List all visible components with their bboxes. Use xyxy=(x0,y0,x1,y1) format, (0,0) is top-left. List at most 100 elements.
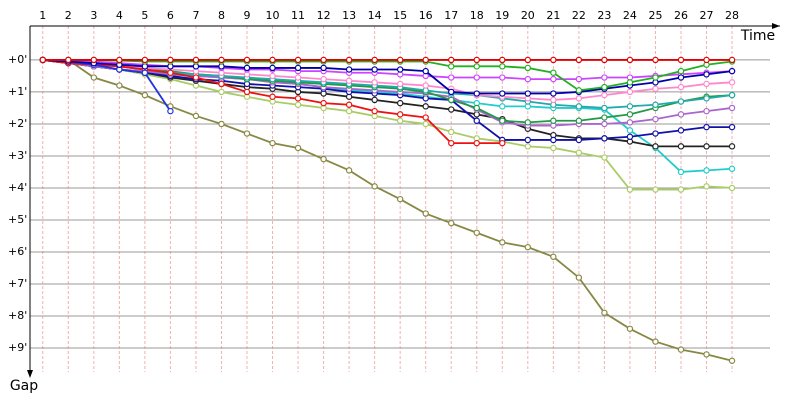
data-point xyxy=(703,107,710,115)
data-point xyxy=(269,93,276,100)
data-point xyxy=(626,103,634,110)
data-point xyxy=(345,66,353,73)
data-point xyxy=(167,107,174,115)
data-point xyxy=(550,117,557,124)
data-point xyxy=(422,120,429,128)
data-point xyxy=(677,127,685,134)
data-point xyxy=(243,64,251,72)
data-point xyxy=(473,74,480,81)
data-point xyxy=(575,95,583,102)
data-point xyxy=(524,119,532,126)
data-point xyxy=(550,90,557,97)
data-point xyxy=(396,111,404,118)
data-point xyxy=(677,74,685,81)
data-point xyxy=(703,123,710,131)
data-point xyxy=(550,136,557,144)
data-point xyxy=(601,56,608,64)
data-point xyxy=(626,127,634,134)
data-point xyxy=(703,80,710,88)
data-point xyxy=(218,56,225,64)
data-point xyxy=(626,186,634,193)
data-point xyxy=(703,351,710,358)
data-point xyxy=(167,56,174,64)
data-point xyxy=(90,56,98,64)
y-axis-label: Gap xyxy=(10,378,38,394)
data-point xyxy=(192,74,200,81)
data-point xyxy=(550,69,557,76)
data-point xyxy=(652,186,659,193)
data-point xyxy=(294,101,302,108)
x-tick-label: 7 xyxy=(192,9,199,22)
data-point xyxy=(626,325,634,332)
data-point xyxy=(524,136,532,144)
data-point xyxy=(728,56,736,64)
data-point xyxy=(371,96,378,104)
x-tick-label: 9 xyxy=(243,9,250,22)
x-tick-label: 3 xyxy=(90,9,97,22)
data-point xyxy=(652,101,659,108)
x-tick-label: 23 xyxy=(597,9,611,22)
data-point xyxy=(345,101,353,108)
series-line xyxy=(42,59,733,362)
data-point xyxy=(728,143,736,150)
data-point xyxy=(728,67,736,75)
x-tick-label: 15 xyxy=(393,9,407,22)
data-point xyxy=(524,143,532,150)
series-line xyxy=(42,59,733,92)
data-point xyxy=(269,64,276,72)
data-point xyxy=(626,79,634,86)
y-tick-label: +2' xyxy=(8,117,27,130)
data-point xyxy=(371,79,378,86)
data-point xyxy=(524,75,532,83)
data-point xyxy=(396,117,404,124)
data-point xyxy=(601,83,608,91)
x-tick-label: 5 xyxy=(141,9,148,22)
x-tick-label: 10 xyxy=(266,9,280,22)
data-point xyxy=(728,91,736,99)
data-point xyxy=(728,79,736,86)
data-point xyxy=(396,66,404,73)
y-tick-label: +5' xyxy=(8,213,27,226)
x-tick-label: 13 xyxy=(342,9,356,22)
data-point xyxy=(703,143,710,150)
x-tick-label: 2 xyxy=(65,9,72,22)
data-point xyxy=(320,155,327,163)
x-tick-label: 11 xyxy=(291,9,305,22)
data-point xyxy=(677,143,685,150)
data-point xyxy=(448,63,455,70)
y-tick-label: +3' xyxy=(8,149,27,162)
x-tick-label: 16 xyxy=(419,9,433,22)
y-arrow xyxy=(27,370,33,378)
data-point xyxy=(116,56,123,64)
data-point xyxy=(626,119,634,126)
y-tick-label: +6' xyxy=(8,245,27,258)
data-point xyxy=(499,103,506,110)
data-point xyxy=(703,183,710,190)
x-tick-label: 19 xyxy=(495,9,509,22)
y-tick-label: +7' xyxy=(8,277,27,290)
data-point xyxy=(652,56,659,64)
x-tick-label: 4 xyxy=(116,9,123,22)
data-point xyxy=(243,130,251,137)
data-point xyxy=(677,56,685,64)
data-point xyxy=(473,229,480,236)
data-point xyxy=(167,69,174,76)
data-point xyxy=(294,95,302,102)
data-point xyxy=(601,74,608,81)
data-point xyxy=(601,154,608,161)
data-point xyxy=(422,56,429,64)
data-point xyxy=(499,56,506,64)
data-point xyxy=(601,104,608,112)
data-point xyxy=(218,80,225,88)
series-line xyxy=(42,59,733,191)
data-point xyxy=(294,64,302,72)
x-tick-label: 20 xyxy=(521,9,535,22)
data-point xyxy=(422,210,429,217)
data-point xyxy=(550,96,557,104)
data-point xyxy=(141,91,149,99)
data-point xyxy=(218,120,225,128)
y-tick-label: +0' xyxy=(8,53,27,66)
x-tick-label: 8 xyxy=(218,9,225,22)
data-point xyxy=(550,56,557,64)
data-point xyxy=(448,96,455,104)
